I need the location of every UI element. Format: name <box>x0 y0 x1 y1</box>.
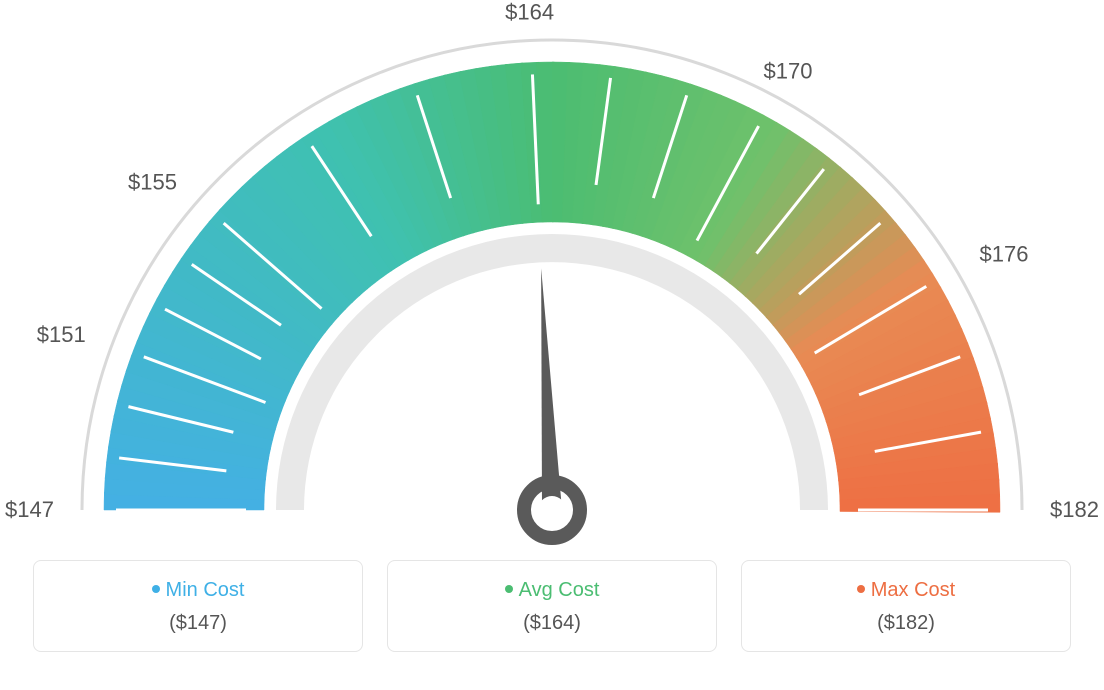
legend-max-dot <box>857 585 865 593</box>
legend-max-title: Max Cost <box>752 579 1060 602</box>
svg-text:$147: $147 <box>5 497 54 522</box>
svg-text:$151: $151 <box>37 322 86 347</box>
legend-row: Min Cost ($147) Avg Cost ($164) Max Cost… <box>0 560 1104 652</box>
svg-text:$182: $182 <box>1050 497 1099 522</box>
legend-card-max: Max Cost ($182) <box>741 560 1071 652</box>
legend-card-min: Min Cost ($147) <box>33 560 363 652</box>
svg-text:$155: $155 <box>128 169 177 194</box>
cost-gauge: $147 $151 $155 $164 $170 $176 $182 <box>0 0 1104 560</box>
svg-text:$164: $164 <box>505 0 554 25</box>
legend-avg-title: Avg Cost <box>398 579 706 602</box>
legend-card-avg: Avg Cost ($164) <box>387 560 717 652</box>
legend-avg-dot <box>505 585 513 593</box>
gauge-svg: $147 $151 $155 $164 $170 $176 $182 <box>0 0 1104 560</box>
legend-avg-label: Avg Cost <box>519 579 600 601</box>
legend-max-label: Max Cost <box>871 579 955 601</box>
legend-min-label: Min Cost <box>166 579 245 601</box>
legend-min-title: Min Cost <box>44 579 352 602</box>
svg-text:$170: $170 <box>764 58 813 83</box>
legend-min-value: ($147) <box>44 612 352 635</box>
legend-avg-value: ($164) <box>398 612 706 635</box>
legend-min-dot <box>152 585 160 593</box>
legend-max-value: ($182) <box>752 612 1060 635</box>
svg-text:$176: $176 <box>980 242 1029 267</box>
